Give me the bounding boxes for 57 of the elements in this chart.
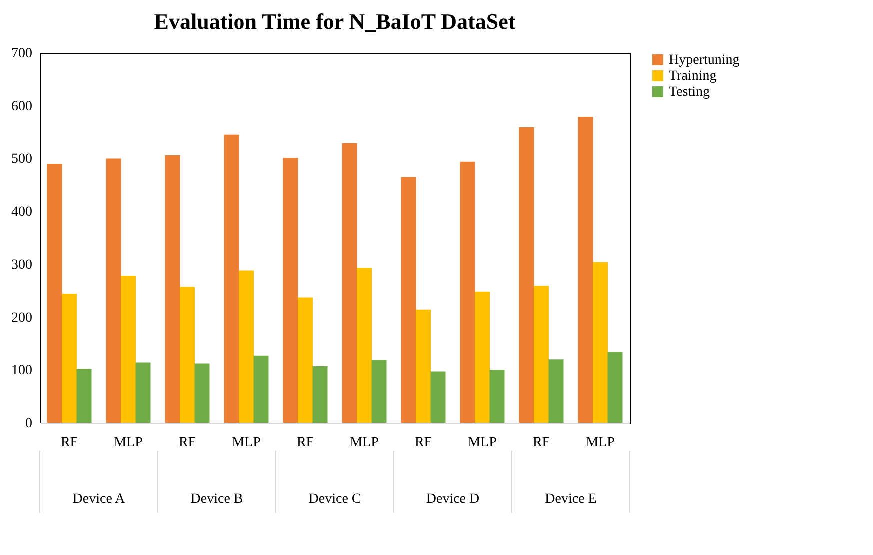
bar (47, 164, 62, 423)
bar (342, 143, 358, 423)
y-tick-label: 400 (12, 205, 32, 220)
x-tick-label: RF (414, 436, 432, 450)
bar (372, 360, 387, 423)
bar (239, 270, 254, 423)
bar (136, 362, 151, 423)
bar (548, 360, 564, 423)
bar (298, 298, 313, 423)
bar (578, 116, 594, 423)
bar (593, 262, 608, 423)
y-tick-label: 300 (12, 258, 32, 273)
bar (460, 162, 476, 423)
x-tick-label: MLP (114, 436, 144, 450)
text: Device A (72, 492, 126, 507)
x-tick-label: RF (178, 436, 196, 450)
bar (534, 286, 549, 423)
y-tick-label: 100 (12, 364, 32, 379)
legend-label: Training (669, 69, 717, 84)
bar (401, 177, 416, 423)
bar (106, 158, 122, 423)
bar (194, 364, 210, 423)
text: Device D (426, 492, 480, 507)
bar (180, 287, 195, 423)
bar (416, 310, 431, 423)
chart-title: Evaluation Time for N_BaIoT DataSet (154, 9, 516, 34)
y-tick-label: 500 (12, 152, 32, 168)
bar (475, 292, 490, 423)
y-tick-label: 0 (26, 416, 32, 432)
bar (608, 352, 623, 423)
bar (312, 366, 328, 423)
text: Device B (190, 492, 244, 507)
x-tick-label: RF (60, 436, 78, 450)
x-tick-label: MLP (586, 436, 616, 450)
bar (490, 370, 505, 423)
bar (430, 372, 446, 423)
text: Device E (545, 492, 597, 507)
x-tick-label: RF (532, 436, 550, 450)
bar (76, 369, 92, 423)
bar (62, 294, 77, 423)
y-tick-label: 600 (12, 99, 32, 114)
bar (519, 128, 534, 423)
bar (254, 356, 269, 423)
legend-label: Testing (669, 85, 710, 100)
bar (224, 134, 240, 423)
text: Device C (308, 492, 362, 507)
bar (121, 276, 136, 423)
x-tick-label: RF (296, 436, 314, 450)
y-tick-label: 200 (12, 310, 32, 326)
bar (165, 156, 180, 423)
y-tick-label: 700 (12, 46, 32, 62)
x-tick-label: MLP (468, 436, 498, 450)
x-tick-label: MLP (350, 436, 380, 450)
x-tick-label: MLP (232, 436, 262, 450)
legend-label: Hypertuning (669, 53, 740, 68)
bar (283, 158, 298, 423)
bar (357, 268, 372, 423)
